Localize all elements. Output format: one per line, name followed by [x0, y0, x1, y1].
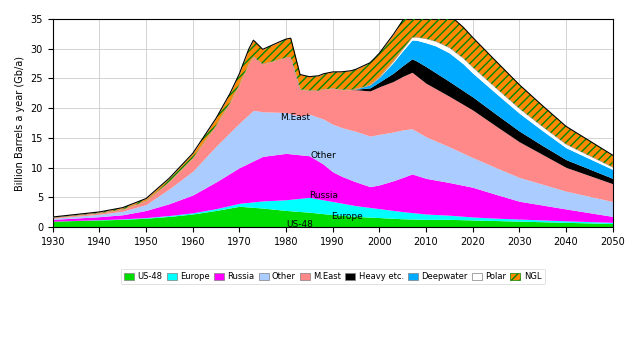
Text: US-48: US-48: [287, 219, 314, 229]
Text: Europe: Europe: [331, 212, 363, 221]
Text: Other: Other: [310, 151, 336, 160]
Y-axis label: Billion Barrels a year (Gb/a): Billion Barrels a year (Gb/a): [15, 55, 25, 191]
Text: Russia: Russia: [309, 191, 338, 200]
Text: M.East: M.East: [280, 112, 310, 121]
Legend: US-48, Europe, Russia, Other, M.East, Heavy etc., Deepwater, Polar, NGL: US-48, Europe, Russia, Other, M.East, He…: [121, 269, 545, 284]
